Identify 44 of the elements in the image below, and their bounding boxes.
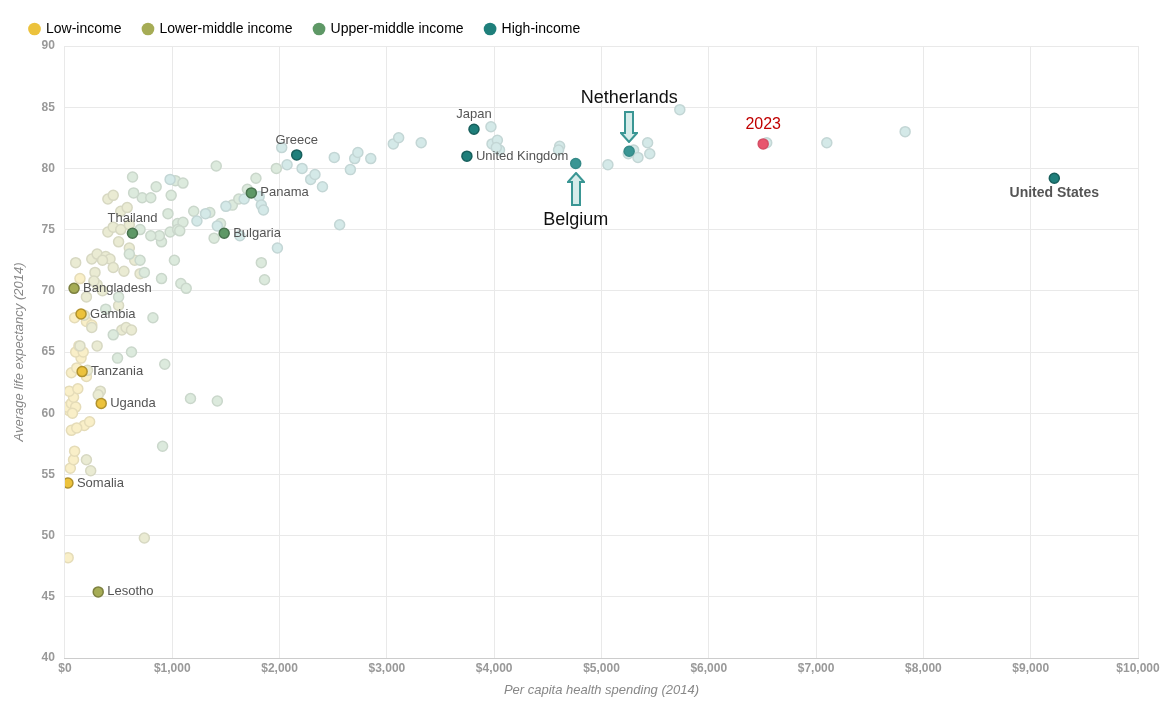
annotation: Lesotho bbox=[107, 583, 154, 599]
y-axis-title: Average life expectancy (2014) bbox=[11, 262, 27, 443]
x-tick-label: $4,000 bbox=[475, 660, 513, 675]
annotation: Somalia bbox=[76, 474, 125, 490]
x-tick-label: $1,000 bbox=[153, 660, 191, 675]
x-tick-label: $8,000 bbox=[905, 660, 943, 675]
y-tick-label: 45 bbox=[41, 589, 56, 604]
annotation: Belgium bbox=[543, 209, 609, 230]
annotation: Panama bbox=[260, 184, 310, 200]
annotation: Uganda bbox=[110, 394, 157, 410]
annotation: Bulgaria bbox=[233, 224, 282, 240]
annotation: Thailand bbox=[107, 209, 158, 225]
annotation: Bangladesh bbox=[83, 279, 152, 295]
y-tick-label: 80 bbox=[41, 160, 56, 175]
y-tick-label: 70 bbox=[41, 283, 56, 298]
y-tick-label: 65 bbox=[41, 344, 56, 359]
x-tick-label: $7,000 bbox=[797, 660, 835, 675]
x-tick-label: $2,000 bbox=[261, 660, 299, 675]
y-tick-label: 55 bbox=[41, 466, 56, 481]
x-axis-title: Per capita health spending (2014) bbox=[503, 681, 700, 697]
legend-label: Lower-middle income bbox=[159, 19, 293, 36]
legend-label: Upper-middle income bbox=[330, 19, 464, 36]
annotation: Japan bbox=[456, 105, 492, 121]
x-tick-label: $3,000 bbox=[368, 660, 406, 675]
annotation: 2023 bbox=[745, 115, 782, 133]
x-tick-label: $0 bbox=[58, 660, 72, 675]
x-tick-label: $9,000 bbox=[1012, 660, 1050, 675]
y-tick-label: 85 bbox=[41, 99, 56, 114]
x-tick-label: $5,000 bbox=[583, 660, 621, 675]
y-tick-label: 50 bbox=[41, 527, 56, 542]
x-tick-label: $6,000 bbox=[690, 660, 728, 675]
y-tick-label: 75 bbox=[41, 221, 56, 236]
annotation: United States bbox=[1009, 184, 1100, 201]
legend-label: High-income bbox=[501, 19, 581, 36]
annotation: Greece bbox=[275, 131, 319, 147]
annotation: Gambia bbox=[90, 305, 137, 321]
annotation: United Kingdom bbox=[475, 147, 569, 163]
annotation: Tanzania bbox=[91, 363, 144, 379]
y-tick-label: 60 bbox=[41, 405, 56, 420]
y-tick-label: 90 bbox=[41, 38, 56, 53]
legend-label: Low-income bbox=[46, 19, 122, 36]
y-tick-label: 40 bbox=[41, 650, 56, 665]
x-tick-label: $10,000 bbox=[1116, 660, 1161, 675]
annotation: Netherlands bbox=[580, 87, 678, 108]
